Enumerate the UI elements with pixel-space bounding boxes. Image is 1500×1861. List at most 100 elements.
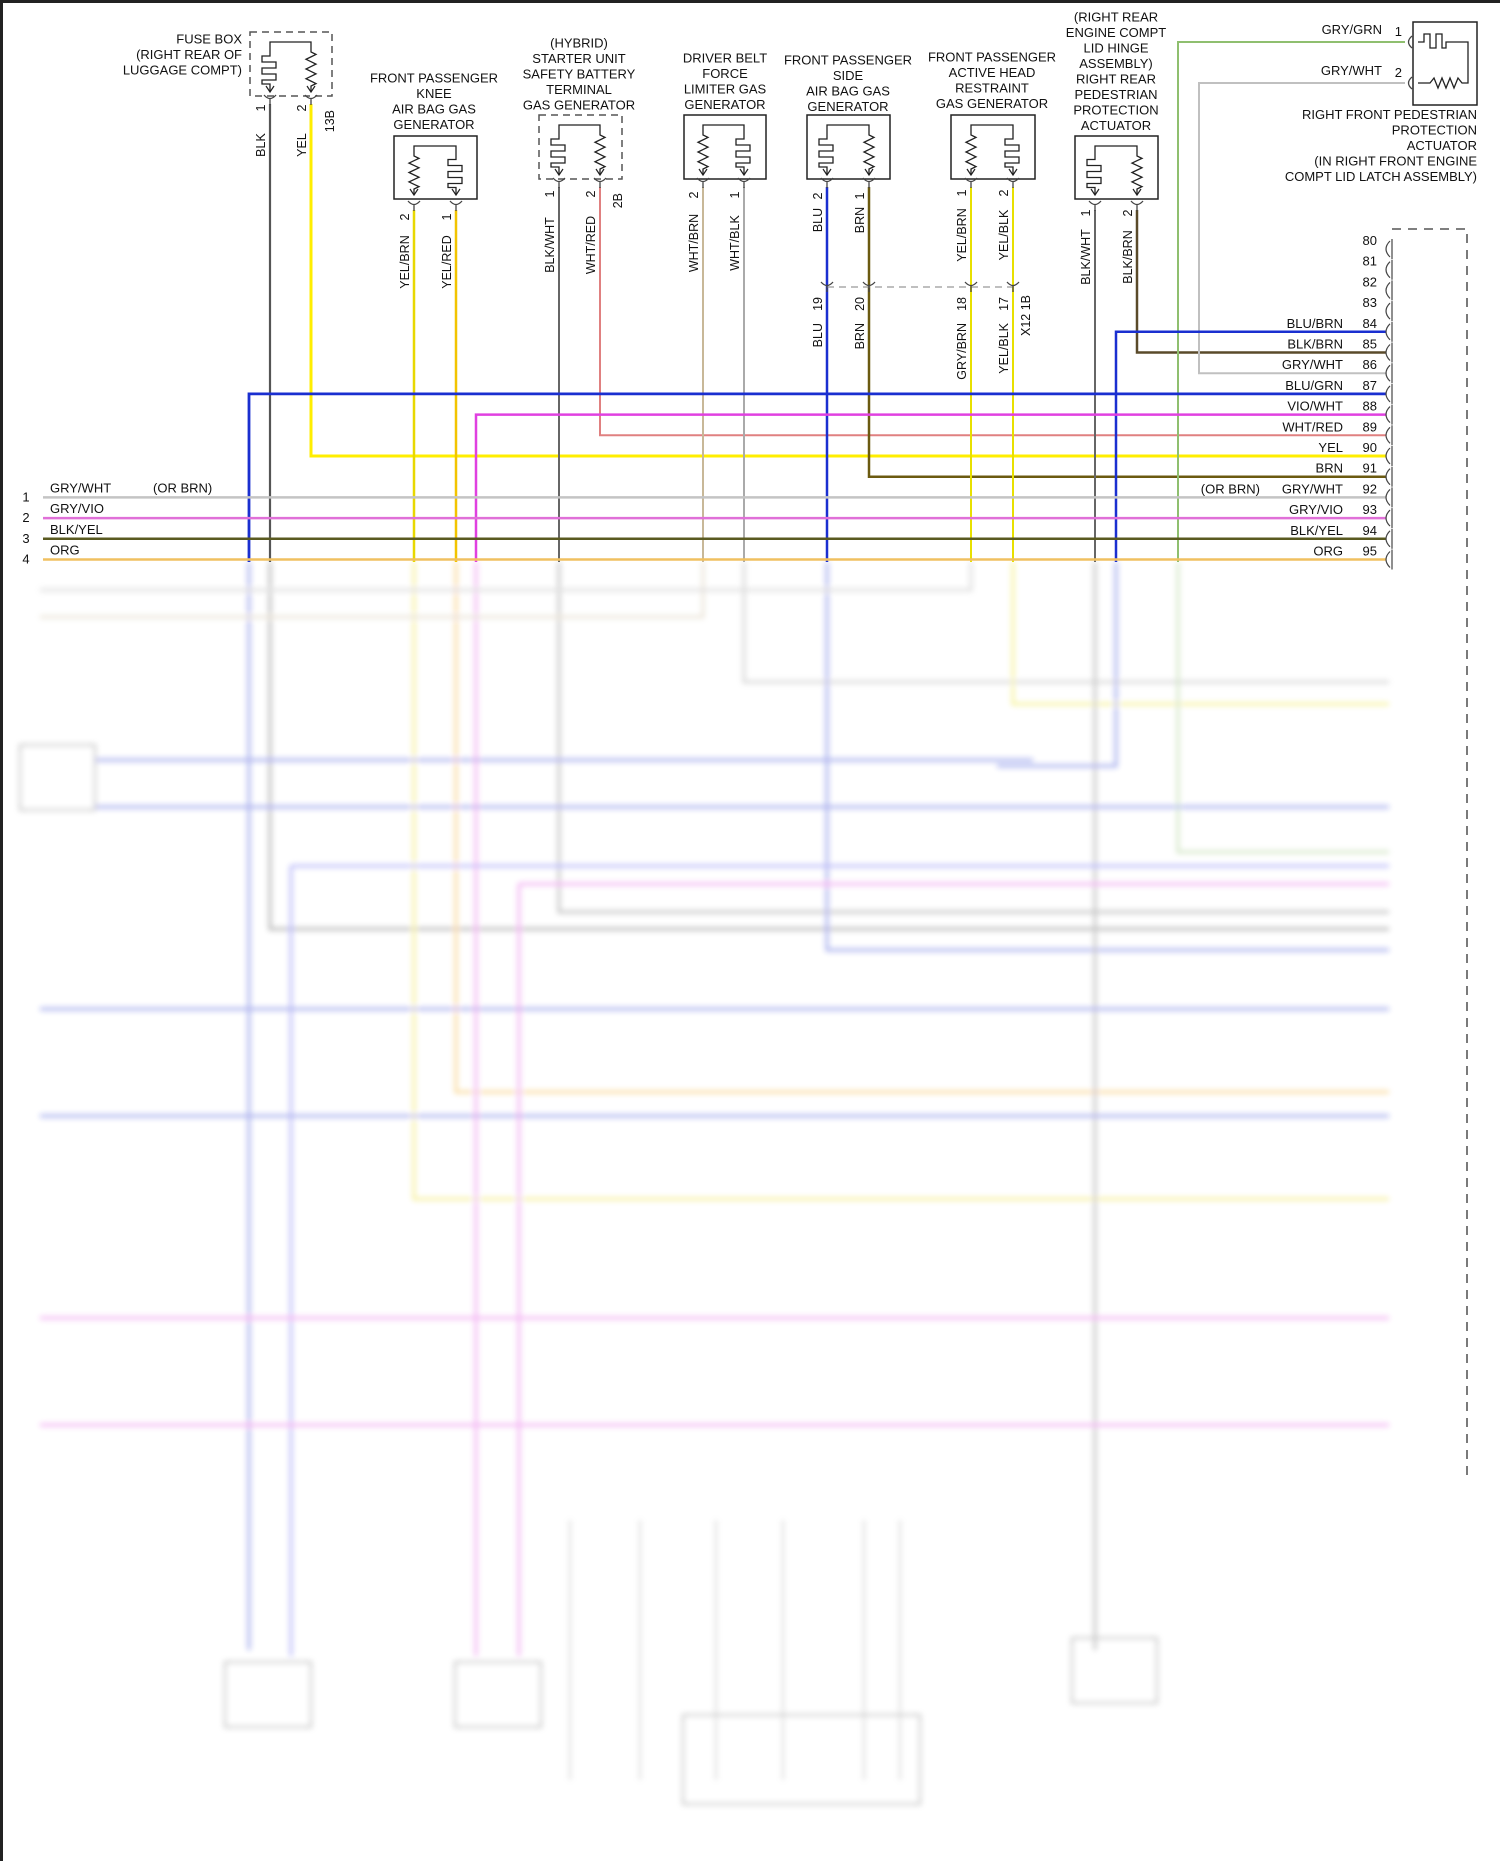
arrow-icon — [451, 188, 461, 197]
pin-number: 82 — [1363, 274, 1377, 289]
blurred-wire — [268, 562, 1389, 931]
internal-link — [269, 41, 312, 48]
pin-number: 88 — [1363, 399, 1377, 414]
blurred-component — [19, 744, 96, 811]
component-label: LUGGAGE COMPT) — [123, 63, 242, 78]
connector-terminal-icon — [1407, 76, 1413, 90]
internal-link — [702, 124, 745, 131]
pin-number: 2 — [295, 104, 309, 111]
wire-wht-red — [599, 187, 1386, 437]
pin-number: 85 — [1363, 337, 1377, 352]
connector-terminal-icon — [964, 177, 978, 188]
arrow-icon — [409, 188, 419, 197]
connector-terminal-icon — [304, 94, 318, 105]
resistor-icon — [1130, 152, 1144, 195]
component-label: TERMINAL — [546, 82, 612, 97]
pin-number: 1 — [254, 104, 268, 111]
connector-terminal-icon — [1385, 323, 1391, 341]
pin-number: 2 — [584, 190, 598, 197]
connector-id: 2B — [611, 193, 625, 208]
wire-label: BLU/GRN — [1285, 378, 1343, 393]
pin-number: 1 — [440, 213, 454, 220]
pin-number: 93 — [1363, 502, 1377, 517]
component-label: FUSE BOX — [176, 32, 242, 47]
arrow-icon — [739, 168, 749, 177]
connector-terminal-icon — [862, 177, 876, 188]
connector-terminal-icon — [1385, 406, 1391, 424]
blurred-component — [454, 1661, 542, 1728]
wire-blu-grn — [247, 392, 1386, 562]
component-label: FRONT PASSENGER — [928, 50, 1056, 65]
pin-number: 80 — [1363, 233, 1377, 248]
component-label: (RIGHT REAR OF — [136, 47, 242, 62]
fuse-box: 1 BLK 2 YEL 13B FUSE BOX(RIGHT REAR OFLUGGAGE… — [123, 31, 337, 157]
blurred-wire — [825, 562, 1389, 952]
left-pin-number: 1 — [22, 489, 29, 504]
component-label: AIR BAG GAS — [392, 102, 476, 117]
pin-number: 1 — [1079, 209, 1093, 216]
connector-terminal-icon — [1385, 426, 1391, 444]
wire-label: GRY/WHT — [1282, 357, 1343, 372]
component-label: ACTUATOR — [1081, 118, 1151, 133]
pin-number: 1 — [1395, 24, 1402, 39]
wire-label: BLK — [254, 133, 268, 157]
pin-number: 2 — [997, 189, 1011, 196]
component-label: ASSEMBLY) — [1079, 56, 1152, 71]
connector-outline — [1392, 228, 1468, 1480]
pin-number: 1 — [955, 189, 969, 196]
pin-number: 86 — [1363, 357, 1377, 372]
blurred-wire — [40, 562, 973, 592]
pin-number: 1 — [853, 192, 867, 199]
wire-note: (OR BRN) — [153, 480, 212, 495]
wire-label: YEL/RED — [440, 235, 454, 289]
component-label: GENERATOR — [807, 99, 888, 114]
wire-label: ORG — [1313, 544, 1343, 559]
wire-label: VIO/WHT — [1287, 399, 1343, 414]
wire-label: BRN — [853, 323, 867, 349]
connector-terminal-icon — [1385, 488, 1391, 506]
blurred-component — [224, 1661, 312, 1728]
wire-label: WHT/BRN — [687, 214, 701, 272]
wire-label: BRN — [853, 207, 867, 233]
component-label: SAFETY BATTERY — [523, 67, 636, 82]
right-connector: 80 81 82 83 84 BLU/BRN 85 BLK/BRN 86 GRY/WHT 87 BLU… — [22, 228, 1468, 1480]
component-label: GAS GENERATOR — [936, 96, 1048, 111]
connector-id: 13B — [323, 110, 337, 132]
component-outline — [538, 114, 623, 180]
pin-number: 94 — [1363, 523, 1377, 538]
pin-number: 83 — [1363, 295, 1377, 310]
component-label: ACTUATOR — [1407, 138, 1477, 153]
wire-label: YEL — [1318, 440, 1343, 455]
squib-icon — [261, 48, 277, 92]
resistor-icon — [304, 48, 318, 92]
wire-label: BLU/BRN — [1287, 316, 1343, 331]
pin-number: 89 — [1363, 419, 1377, 434]
component-label: (IN RIGHT FRONT ENGINE — [1314, 154, 1477, 169]
component-outline — [1074, 135, 1159, 200]
squib-icon — [1086, 152, 1102, 195]
connector-terminal-icon — [1385, 281, 1391, 299]
component-label: FRONT PASSENGER — [784, 53, 912, 68]
component-outline — [1412, 21, 1478, 106]
pin-number: 20 — [853, 297, 867, 311]
squib-icon — [735, 131, 751, 175]
pin-number: 2 — [1121, 209, 1135, 216]
component-label: COMPT LID LATCH ASSEMBLY) — [1285, 169, 1477, 184]
wire-label: GRY/WHT — [1282, 481, 1343, 496]
internal-link — [970, 124, 1014, 131]
connector-terminal-icon — [263, 94, 277, 105]
resistor-icon — [862, 131, 876, 175]
blurred-component — [1071, 1637, 1158, 1704]
wire-label: YEL/BRN — [955, 208, 969, 262]
arrow-icon — [595, 168, 605, 177]
wire-brn — [867, 187, 1386, 478]
pin-number: 87 — [1363, 378, 1377, 393]
pin-number: 91 — [1363, 461, 1377, 476]
arrow-icon — [306, 85, 316, 94]
arrow-icon — [864, 168, 874, 177]
component-label: STARTER UNIT — [532, 51, 625, 66]
connector-terminal-icon — [1385, 261, 1391, 279]
component-label: PROTECTION — [1392, 123, 1477, 138]
